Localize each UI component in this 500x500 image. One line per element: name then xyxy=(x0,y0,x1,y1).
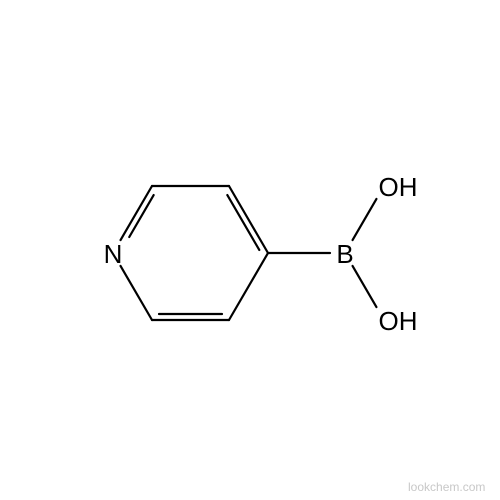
svg-text:OH: OH xyxy=(379,306,418,336)
watermark-text: lookchem.com xyxy=(408,480,485,494)
molecule-diagram: N B OH OH xyxy=(0,0,500,500)
svg-text:B: B xyxy=(336,239,353,269)
svg-text:OH: OH xyxy=(379,172,418,202)
svg-text:N: N xyxy=(104,239,123,269)
